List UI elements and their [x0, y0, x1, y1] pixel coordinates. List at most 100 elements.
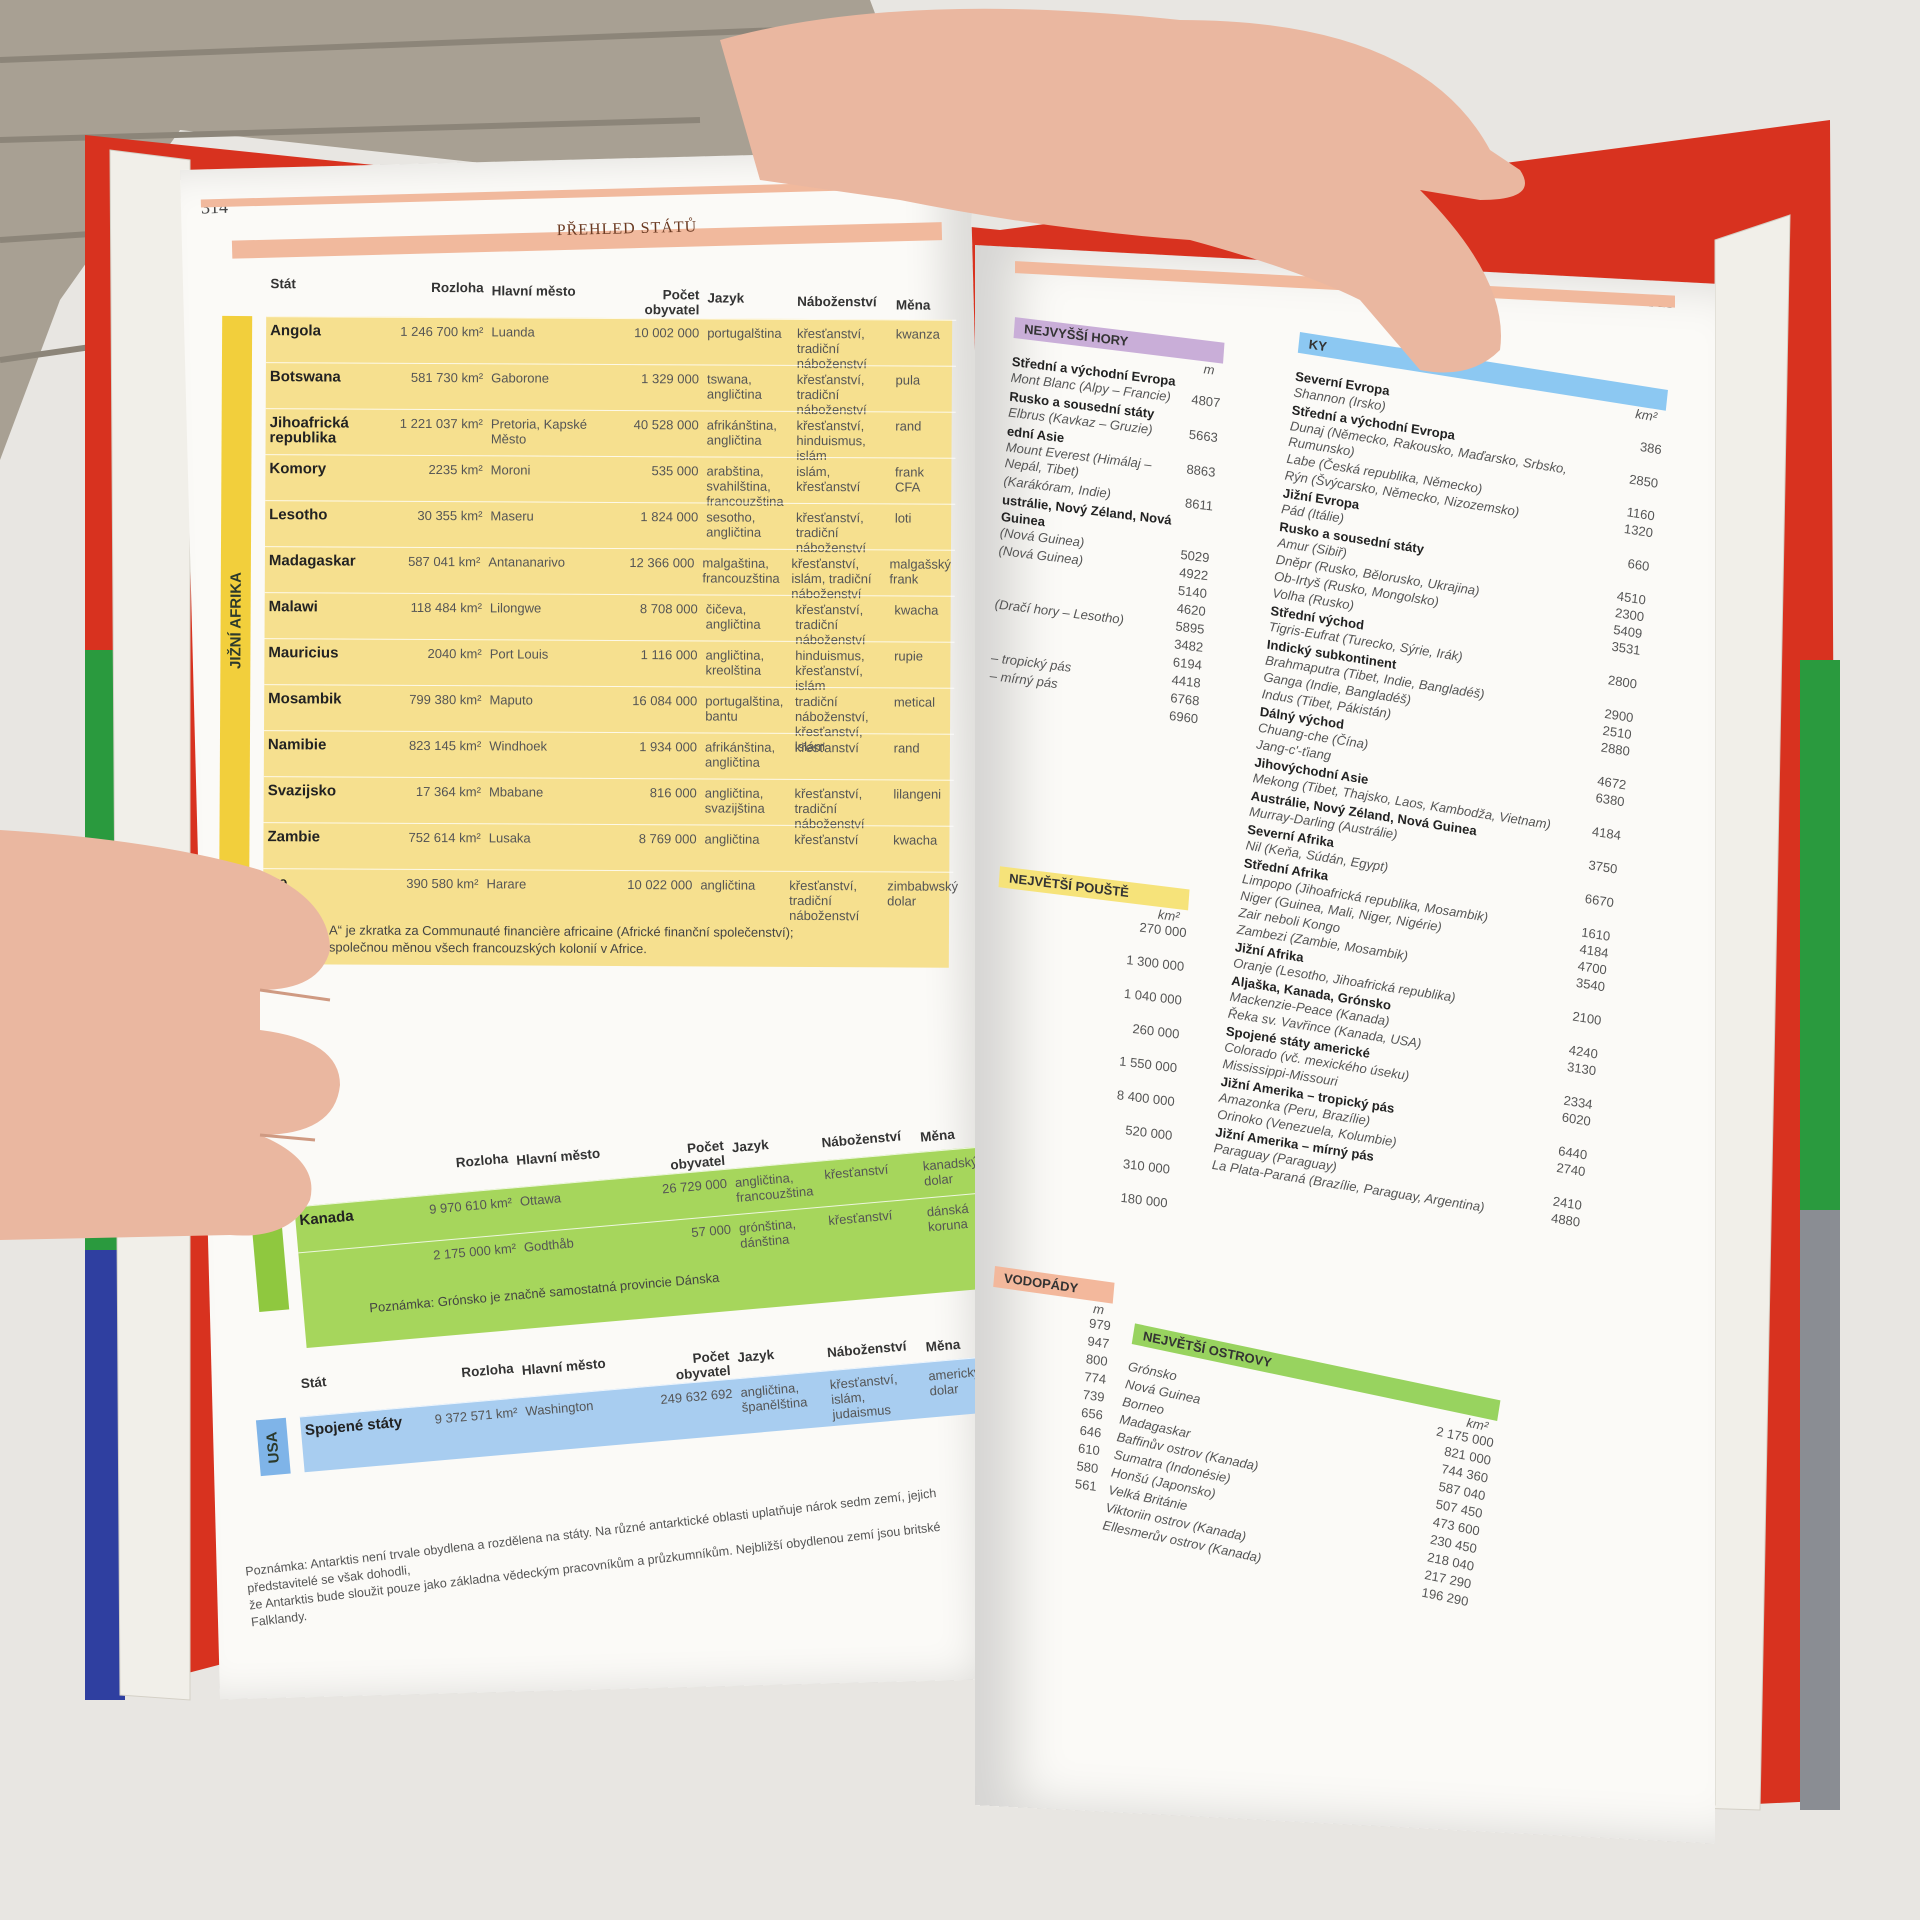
- list-item: 520 000: [982, 1105, 1173, 1144]
- table-cell: Harare: [486, 876, 527, 892]
- item-value: 180 000: [1120, 1189, 1169, 1211]
- item-name: [990, 1302, 991, 1318]
- item-value: 5029: [1180, 546, 1210, 566]
- table-cell: křesťanství, tradiční náboženství: [789, 877, 860, 924]
- item-name: [987, 1337, 988, 1353]
- item-value: 520 000: [1124, 1122, 1173, 1143]
- item-name: [992, 970, 993, 986]
- item-value: 310 000: [1122, 1156, 1171, 1177]
- section-note: společnou měnou všech francouzských kolo…: [328, 939, 647, 957]
- region-strip: USA: [255, 1417, 291, 1477]
- item-value: 610: [1077, 1440, 1101, 1459]
- item-name: [996, 578, 997, 594]
- item-value: 660: [1626, 555, 1651, 574]
- table-cell: [299, 1250, 414, 1306]
- list-item: 1 550 000: [987, 1037, 1178, 1076]
- item-name: [989, 1320, 990, 1336]
- item-name: [980, 1139, 981, 1155]
- table-cell: 9 372 571 km²: [434, 1404, 519, 1427]
- cover-green-right: [1800, 660, 1840, 1210]
- item-value: 6194: [1172, 654, 1203, 673]
- list-block: NEJVYŠŠÍ HORY m Střední a východní Evropa M…: [988, 317, 1225, 729]
- item-value: 4880: [1550, 1210, 1581, 1230]
- list-block: NEJVĚTŠÍ OSTROVY km² Grónsko 2 175 000 Nová …: [1101, 1323, 1501, 1612]
- region-label: USA: [263, 1430, 284, 1464]
- item-name: [979, 1427, 980, 1443]
- table-section: Rozloha Hlavní město Počet obyvatel Jazyk Ná…: [246, 1095, 991, 1349]
- item-name: [992, 632, 993, 648]
- table-cell: 249 632 692: [659, 1385, 734, 1407]
- item-name: [993, 614, 994, 630]
- table-section: JIŽNÍ AFRIKA Stát Rozloha Hlavní město Počet…: [219, 264, 958, 968]
- list-item: 1 300 000: [994, 936, 1185, 975]
- item-value: 739: [1082, 1386, 1106, 1405]
- item-value: 5140: [1177, 582, 1208, 602]
- item-name: [996, 902, 997, 918]
- region-strip: JIŽNÍ AFRIKA: [219, 315, 253, 925]
- table-row: we 390 580 km² Harare 10 022 000 angličtina k…: [263, 868, 958, 925]
- list-block: NEJVĚTŠÍ POUŠTĚ km² 270 000 1 300 000 1 040 …: [976, 866, 1190, 1229]
- item-name: [981, 1409, 982, 1425]
- item-name: [983, 1391, 984, 1407]
- list-block: KY km² Severní Evropa Shannon (Irsko) 386 Stř…: [1211, 332, 1668, 1232]
- item-name: [989, 1003, 990, 1019]
- list-block: VODOPÁDY m 979 947 800 774 739 656 646 610 580 561: [976, 1266, 1115, 1497]
- item-value: 1 300 000: [1125, 952, 1185, 974]
- column-header: Měna: [895, 297, 931, 313]
- sleeve-texture: [0, 27, 781, 363]
- item-value: 4418: [1171, 672, 1202, 691]
- column-header: Jazyk: [707, 290, 745, 306]
- header-row: Stát Rozloha Hlavní město Počet obyvatel Jaz…: [266, 276, 956, 319]
- item-name: [982, 1105, 983, 1121]
- table-cell: we: [267, 874, 288, 892]
- list-item: 8 400 000: [985, 1071, 1176, 1110]
- header-bar: [200, 180, 941, 208]
- table-cell: 2 175 000 km²: [432, 1240, 517, 1263]
- list-item: 1 040 000: [992, 970, 1183, 1009]
- table-cell: 57 000: [690, 1221, 732, 1241]
- column-header: Počet obyvatel: [644, 287, 700, 318]
- item-value: 8863: [1186, 461, 1216, 480]
- table-cell: křesťanství: [827, 1207, 893, 1229]
- item-value: 1 550 000: [1118, 1053, 1178, 1076]
- item-name: [986, 1355, 987, 1371]
- item-name: [985, 1071, 986, 1087]
- list-item: 180 000: [977, 1172, 1168, 1211]
- item-value: 947: [1086, 1333, 1110, 1352]
- item-value: 8 400 000: [1116, 1087, 1176, 1110]
- item-value: 260 000: [1131, 1020, 1180, 1042]
- item-value: 6768: [1169, 690, 1200, 709]
- column-header: Stát: [270, 276, 296, 292]
- item-name: [976, 1462, 977, 1478]
- item-value: 800: [1085, 1351, 1109, 1370]
- cover-edge-right: [1800, 1210, 1840, 1810]
- table-cell: angličtina, španělština: [739, 1379, 808, 1415]
- page-header: PŘEHLED STÁTŮ: [556, 218, 698, 240]
- item-value: 4922: [1178, 564, 1209, 584]
- item-value: 1 040 000: [1123, 985, 1183, 1008]
- item-value: 4620: [1176, 600, 1207, 620]
- item-value: 5663: [1188, 426, 1219, 446]
- item-name: [988, 686, 989, 702]
- item-value: 656: [1080, 1404, 1104, 1423]
- item-name: [977, 1172, 978, 1188]
- table-cell: 10 022 000: [627, 877, 693, 893]
- item-value: 561: [1074, 1476, 1098, 1494]
- page-edges-left: [109, 149, 191, 1701]
- item-value: 5895: [1174, 618, 1205, 637]
- table-cell: angličtina: [700, 877, 756, 893]
- list-item: 260 000: [989, 1003, 1180, 1042]
- table-cell: Spojené státy: [304, 1413, 403, 1440]
- column-header: Hlavní město: [491, 283, 576, 299]
- item-name: [994, 936, 995, 952]
- item-value: 386: [1639, 439, 1663, 458]
- footnote: Poznámka: Antarktis není trvale obydlena…: [245, 1480, 988, 1631]
- item-value: 8611: [1184, 495, 1214, 514]
- table-cell: 390 580 km²: [406, 875, 479, 892]
- item-value: 6960: [1168, 707, 1199, 727]
- column-header: Náboženství: [797, 293, 877, 310]
- list-item: 310 000: [980, 1139, 1171, 1178]
- item-value: 774: [1083, 1368, 1107, 1387]
